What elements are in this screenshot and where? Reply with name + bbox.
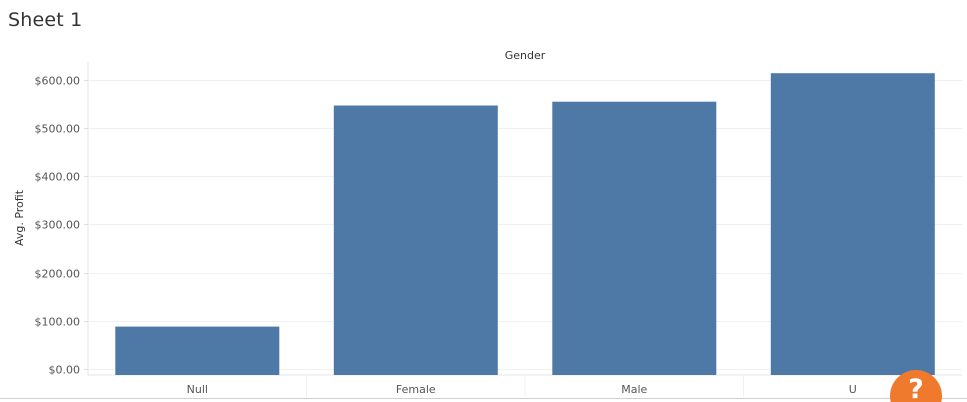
- y-tick-label: $400.00: [35, 171, 81, 184]
- bar-female[interactable]: [333, 105, 498, 376]
- column-header: Gender: [505, 49, 546, 62]
- y-tick-label: $200.00: [35, 268, 81, 281]
- y-tick-label: $500.00: [35, 123, 81, 136]
- y-tick-label: $300.00: [35, 219, 81, 232]
- sheet-title: Sheet 1: [8, 9, 83, 31]
- bar-null[interactable]: [115, 326, 280, 375]
- y-axis-ticks: $0.00 $100.00 $200.00 $300.00 $400.00 $500.00…: [35, 75, 88, 377]
- y-axis-title: Avg. Profit: [13, 189, 26, 246]
- y-tick-label: $0.00: [49, 364, 81, 377]
- bottom-divider: [0, 398, 967, 399]
- bar-u[interactable]: [770, 73, 935, 375]
- bar-male[interactable]: [552, 101, 717, 375]
- bars: [115, 73, 935, 375]
- y-tick-label: $100.00: [35, 316, 81, 329]
- x-tick-label: Null: [187, 383, 208, 396]
- x-tick-label: U: [849, 383, 857, 396]
- y-tick-label: $600.00: [35, 75, 81, 88]
- x-axis-ticks: Null Female Male U: [187, 375, 857, 397]
- x-tick-label: Male: [621, 383, 647, 396]
- x-tick-label: Female: [396, 383, 436, 396]
